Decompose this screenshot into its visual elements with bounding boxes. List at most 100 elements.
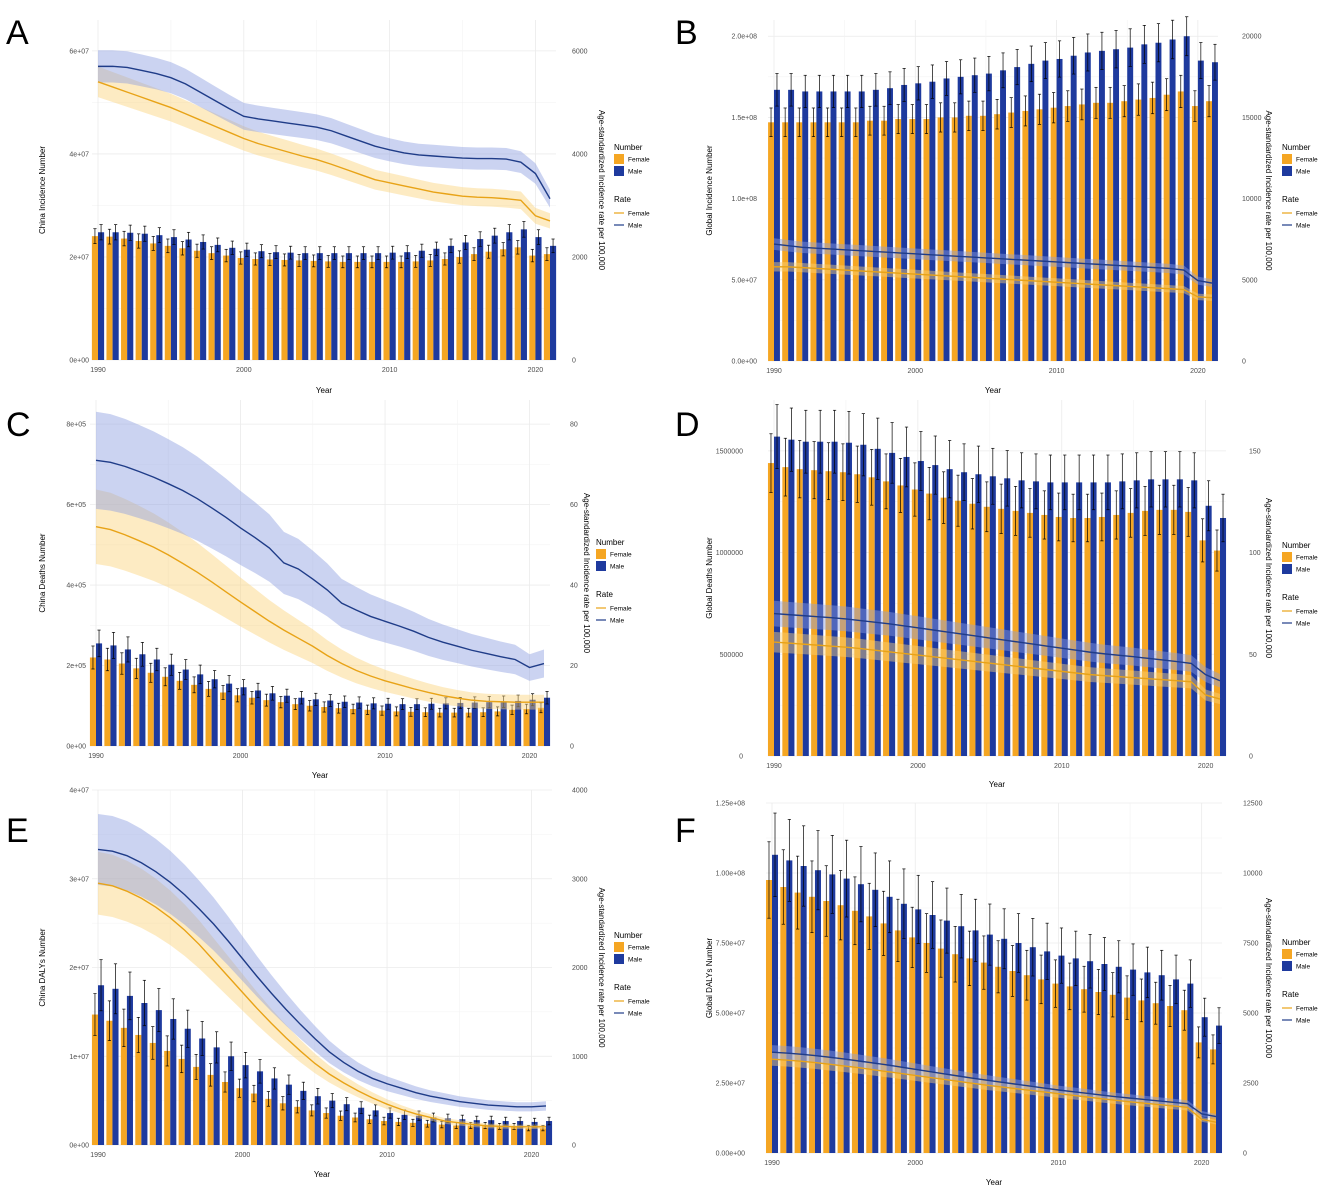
bar-male <box>1061 482 1068 756</box>
bar-male <box>887 88 893 361</box>
bar-female <box>782 467 789 756</box>
bar-male <box>774 89 780 362</box>
bar-male <box>329 1100 336 1145</box>
y-left-tick-label: 8e+05 <box>66 422 86 429</box>
x-tick-label: 2000 <box>233 753 249 760</box>
bar-male <box>1191 480 1198 756</box>
bar-male <box>184 1028 191 1145</box>
bar-female <box>164 1050 171 1145</box>
x-tick-label: 2000 <box>910 763 926 770</box>
y-right-tick-label: 0 <box>572 1143 576 1150</box>
bar-male <box>112 232 119 360</box>
bar-male <box>375 253 382 360</box>
bar-female <box>480 712 487 746</box>
y-left-tick-label: 4e+07 <box>69 788 89 795</box>
rate-line-male <box>771 1051 1217 1118</box>
bar-female <box>427 260 434 360</box>
y-right-tick-label: 5000 <box>1242 277 1258 284</box>
x-tick-label: 2000 <box>908 368 924 375</box>
bar-female <box>364 709 371 746</box>
bar-male <box>211 679 218 746</box>
bar-male <box>900 903 907 1153</box>
bar-male <box>127 232 134 360</box>
x-tick-label: 1990 <box>766 763 782 770</box>
bar-male <box>459 1119 466 1145</box>
bar-female <box>1156 509 1163 756</box>
bar-female <box>1064 106 1071 361</box>
bar-female <box>465 712 472 746</box>
y-left-tick-label: 2.0e+08 <box>732 34 758 41</box>
bar-male <box>258 251 265 360</box>
legend-swatch-female-bar <box>1282 552 1292 562</box>
bar-male <box>1058 955 1065 1153</box>
bar-male <box>1113 49 1120 361</box>
bar-male <box>1072 958 1079 1153</box>
legend-label-female-rate: Female <box>1296 211 1318 218</box>
bar-male <box>413 704 421 746</box>
bar-male <box>1004 478 1011 756</box>
bar-male <box>444 1118 451 1145</box>
x-tick-label: 1990 <box>764 1160 780 1167</box>
bar-male <box>185 239 192 360</box>
bar-female <box>1185 511 1192 756</box>
bar-female <box>494 711 501 746</box>
bar-female <box>436 712 443 746</box>
bar-female <box>1213 550 1220 756</box>
bar-male <box>1212 62 1218 361</box>
y-left-tick-label: 2e+05 <box>66 663 86 670</box>
x-tick-label: 1990 <box>90 1152 106 1159</box>
bar-male <box>200 241 207 360</box>
bar-female <box>980 115 986 361</box>
bar-female <box>1036 109 1043 361</box>
bar-male <box>843 878 850 1153</box>
bar-female <box>881 120 888 361</box>
bar-female <box>438 1124 445 1145</box>
bar-female <box>1023 975 1030 1153</box>
bar-male <box>943 78 950 361</box>
bar-female <box>325 261 332 360</box>
bar-female <box>453 1125 460 1145</box>
bar-female <box>424 1123 431 1145</box>
y-left-tick-label: 0.0e+00 <box>732 359 758 366</box>
bar-male <box>399 704 406 746</box>
bar-male <box>428 703 435 746</box>
y-left-axis-title: China Incidence Number <box>38 146 47 234</box>
legend-swatch-male-bar <box>1282 166 1292 176</box>
bar-male <box>314 1096 321 1145</box>
bar-male <box>1162 479 1169 756</box>
bar-female <box>765 880 772 1153</box>
bar-female <box>768 122 774 361</box>
bar-male <box>442 703 449 746</box>
bar-female <box>106 1020 113 1145</box>
legend-label-male-rate: Male <box>1296 1018 1310 1025</box>
bar-male <box>1144 972 1151 1153</box>
y-right-tick-label: 10000 <box>1242 196 1262 203</box>
rate-line-female <box>97 81 551 222</box>
chart-panel-c: 0e+00 0 2e+05 20 4e+05 40 6e+05 60 8e+05 80 1990 20… <box>6 400 632 780</box>
bar-male <box>1183 36 1190 361</box>
bar-female <box>1167 1006 1174 1153</box>
bar-male <box>447 245 455 360</box>
bar-male <box>531 1121 538 1145</box>
bar-female <box>1127 512 1134 756</box>
x-axis-title: Year <box>985 386 1002 395</box>
bar-female <box>866 120 873 361</box>
bar-male <box>1201 1017 1208 1153</box>
bar-male <box>817 441 824 756</box>
bar-female <box>909 937 916 1153</box>
bar-female <box>1206 101 1212 361</box>
bar-female <box>422 712 429 746</box>
x-axis-title: Year <box>316 386 333 395</box>
bar-male <box>546 1121 553 1145</box>
y-right-tick-label: 0 <box>1242 359 1246 366</box>
bar-male <box>156 235 163 360</box>
rate-line-female <box>97 882 546 1128</box>
bar-male <box>316 253 323 360</box>
bar-female <box>824 122 831 361</box>
y-left-tick-label: 1500000 <box>716 448 743 455</box>
bar-female <box>178 1058 185 1145</box>
bar-male <box>155 1010 162 1145</box>
bar-female <box>1041 514 1048 756</box>
bar-male <box>915 83 922 361</box>
bar-male <box>1084 52 1091 361</box>
